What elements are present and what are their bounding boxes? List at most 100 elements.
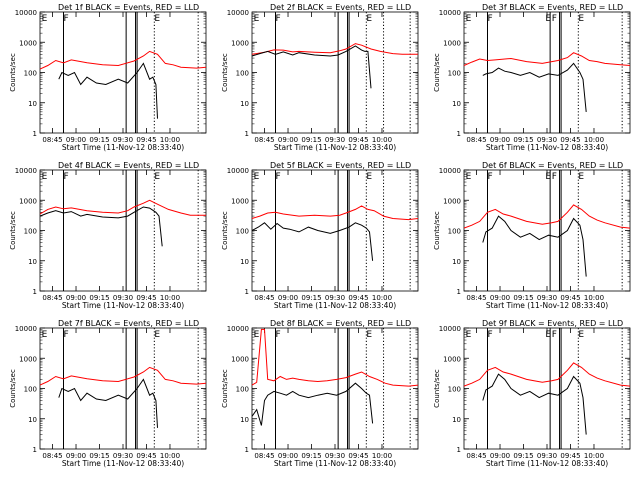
chart-title: Det 2f BLACK = Events, RED = LLD xyxy=(270,3,411,12)
y-tick-label: 1 xyxy=(457,130,461,138)
x-tick-label: 10:00 xyxy=(372,136,392,144)
y-tick-label: 10000 xyxy=(15,325,37,333)
x-tick-label: 09:15 xyxy=(301,294,321,302)
y-tick-label: 10000 xyxy=(15,167,37,175)
x-tick-label: 09:00 xyxy=(278,452,298,460)
chart-title: Det 6f BLACK = Events, RED = LLD xyxy=(482,161,623,170)
x-tick-label: 09:30 xyxy=(537,294,557,302)
y-tick-label: 1 xyxy=(245,288,249,296)
x-tick-label: 10:00 xyxy=(584,136,604,144)
chart-title: Det 4f BLACK = Events, RED = LLD xyxy=(58,161,199,170)
y-axis-label: Counts/sec xyxy=(433,369,441,408)
region-marker-label: E xyxy=(578,330,584,340)
series-line-lld xyxy=(463,52,631,66)
x-axis-label: Start Time (11-Nov-12 08:33:40) xyxy=(62,143,184,152)
x-axis-label: Start Time (11-Nov-12 08:33:40) xyxy=(486,459,608,468)
x-tick-label: 08:45 xyxy=(466,452,486,460)
x-tick-label: 09:45 xyxy=(560,452,580,460)
chart-panel: Det 6f BLACK = Events, RED = LLD 1 10 100 10… xyxy=(433,161,631,310)
x-tick-label: 09:15 xyxy=(89,136,109,144)
region-marker-label: E xyxy=(545,330,551,340)
x-tick-label: 08:45 xyxy=(42,452,62,460)
chart-panel: Det 7f BLACK = Events, RED = LLD 1 10 100 10… xyxy=(9,319,207,468)
region-marker-label: F xyxy=(275,330,280,340)
x-tick-label: 09:15 xyxy=(513,136,533,144)
x-tick-label: 09:45 xyxy=(560,294,580,302)
series-line-events xyxy=(482,373,587,435)
x-tick-label: 09:15 xyxy=(301,136,321,144)
region-marker-label: F xyxy=(63,172,68,182)
x-tick-label: 09:30 xyxy=(537,136,557,144)
region-marker-label: E xyxy=(154,330,160,340)
x-tick-label: 09:00 xyxy=(66,294,86,302)
y-tick-label: 10 xyxy=(240,258,249,266)
x-tick-label: 09:15 xyxy=(89,294,109,302)
y-tick-label: 10000 xyxy=(15,9,37,17)
chart-panel: Det 2f BLACK = Events, RED = LLD 1 10 100 10… xyxy=(221,3,419,152)
x-tick-label: 09:45 xyxy=(136,136,156,144)
plot-frame xyxy=(251,169,419,292)
x-tick-label: 08:45 xyxy=(254,136,274,144)
plot-frame xyxy=(39,11,207,134)
y-tick-label: 1000 xyxy=(231,197,249,205)
region-marker-label: E xyxy=(42,172,48,182)
y-axis-label: Counts/sec xyxy=(221,369,229,408)
y-tick-label: 100 xyxy=(24,386,37,394)
region-marker-label: F xyxy=(487,172,492,182)
region-marker-label: E xyxy=(578,172,584,182)
x-axis-label: Start Time (11-Nov-12 08:33:40) xyxy=(486,143,608,152)
chart-panel: Det 8f BLACK = Events, RED = LLD 1 10 100 10… xyxy=(221,319,419,468)
region-marker-label: E xyxy=(254,172,260,182)
x-tick-label: 09:00 xyxy=(66,136,86,144)
region-marker-label: F xyxy=(63,330,68,340)
series-line-lld xyxy=(251,43,418,55)
y-tick-label: 10 xyxy=(28,416,37,424)
y-axis-label: Counts/sec xyxy=(433,211,441,250)
y-tick-label: 10 xyxy=(28,258,37,266)
y-tick-label: 1000 xyxy=(443,39,461,47)
y-tick-label: 100 xyxy=(236,386,249,394)
y-axis-label: Counts/sec xyxy=(9,369,17,408)
series-line-events xyxy=(251,222,374,261)
y-tick-label: 10000 xyxy=(439,9,461,17)
region-marker-label: E xyxy=(366,330,372,340)
x-tick-label: 09:30 xyxy=(325,136,345,144)
x-tick-label: 10:00 xyxy=(160,294,180,302)
series-line-events xyxy=(251,45,372,89)
chart-title: Det 1f BLACK = Events, RED = LLD xyxy=(58,3,199,12)
x-tick-label: 09:00 xyxy=(66,452,86,460)
y-tick-label: 1 xyxy=(245,446,249,454)
plot-frame xyxy=(251,11,419,134)
y-tick-label: 1 xyxy=(33,288,37,296)
region-marker-label: E xyxy=(154,172,160,182)
series-line-events xyxy=(482,215,587,277)
x-tick-label: 09:45 xyxy=(348,136,368,144)
y-tick-label: 100 xyxy=(24,228,37,236)
region-marker-label: E xyxy=(366,14,372,24)
x-tick-label: 10:00 xyxy=(160,136,180,144)
y-axis-label: Counts/sec xyxy=(221,211,229,250)
region-marker-label: F xyxy=(552,172,557,182)
y-tick-label: 1 xyxy=(457,288,461,296)
y-axis-label: Counts/sec xyxy=(9,53,17,92)
y-tick-label: 1000 xyxy=(443,197,461,205)
region-marker-label: E xyxy=(154,14,160,24)
y-tick-label: 1000 xyxy=(19,39,37,47)
x-tick-label: 09:30 xyxy=(113,136,133,144)
x-tick-label: 09:30 xyxy=(537,452,557,460)
region-marker-label: F xyxy=(487,330,492,340)
x-tick-label: 09:45 xyxy=(136,294,156,302)
series-line-events xyxy=(482,62,587,112)
chart-title: Det 7f BLACK = Events, RED = LLD xyxy=(58,319,199,328)
y-tick-label: 1000 xyxy=(19,197,37,205)
x-tick-label: 09:30 xyxy=(325,452,345,460)
y-tick-label: 100 xyxy=(236,70,249,78)
region-marker-label: E xyxy=(42,330,48,340)
region-marker-label: F xyxy=(63,14,68,24)
x-tick-label: 09:45 xyxy=(348,294,368,302)
region-marker-label: F xyxy=(487,14,492,24)
chart-title: Det 3f BLACK = Events, RED = LLD xyxy=(482,3,623,12)
series-line-lld xyxy=(39,366,207,386)
region-marker-label: F xyxy=(552,14,557,24)
